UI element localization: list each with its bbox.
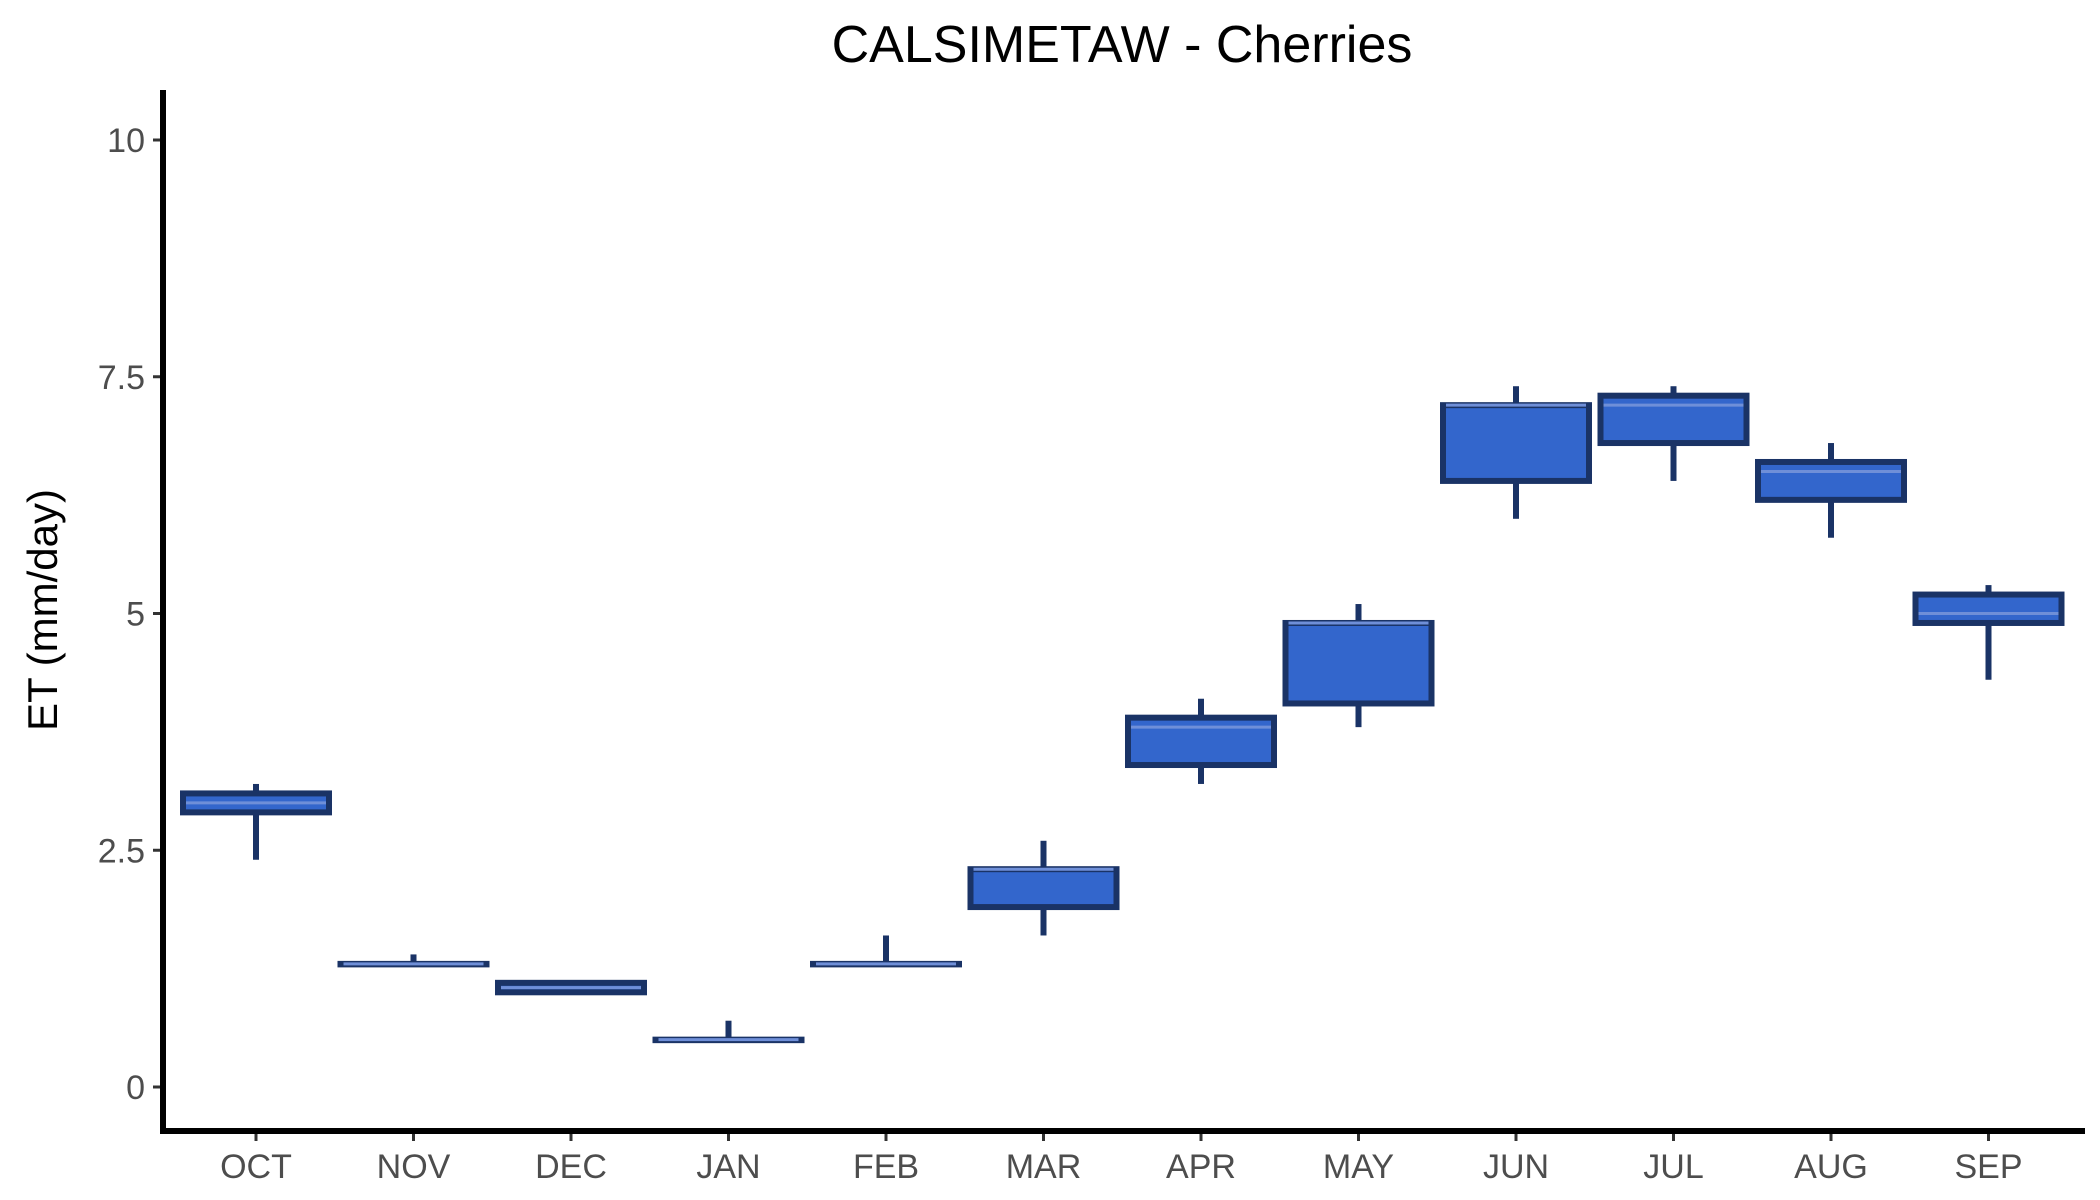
x-tick-label: MAY [1323,1148,1394,1186]
box-mar [967,840,1120,936]
y-tick-label: 2.5 [98,832,145,870]
box-body [1440,402,1592,484]
x-axis-ticks: OCT NOV DEC JAN FEB MAR APR MAY JUN JUL AUG SEP [220,1131,2023,1186]
box-body [1125,714,1277,769]
y-tick-label: 10 [107,122,145,160]
box-jun [1440,386,1592,519]
box-may [1282,604,1435,728]
x-tick-label: OCT [220,1148,292,1186]
box-aug [1755,443,1907,538]
x-tick-label: DEC [535,1148,607,1186]
box-body [967,866,1120,911]
box-jan [652,1020,805,1044]
box-body [1755,458,1907,503]
box-jul [1597,386,1750,481]
box-body [1282,619,1435,707]
box-feb [810,935,962,968]
box-body [1597,392,1750,447]
x-tick-label: MAR [1006,1148,1082,1186]
x-tick-label: JUN [1483,1148,1549,1186]
chart-title: CALSIMETAW - Cherries [832,16,1413,74]
x-tick-label: AUG [1794,1148,1868,1186]
x-tick-label: FEB [853,1148,919,1186]
x-tick-label: SEP [1954,1148,2022,1186]
x-tick-label: JUL [1643,1148,1703,1186]
box-oct [180,783,332,860]
x-tick-label: NOV [377,1148,451,1186]
x-tick-label: APR [1166,1148,1236,1186]
y-tick-label: 7.5 [98,359,145,397]
box-series [180,386,2065,1044]
x-tick-label: JAN [696,1148,760,1186]
y-tick-label: 5 [126,596,145,634]
box-dec [495,979,647,996]
y-tick-label: 0 [126,1069,145,1107]
box-body [1912,591,2065,626]
box-nov [337,954,490,968]
y-axis-ticks: 0 2.5 5 7.5 10 [98,122,163,1107]
box-apr [1125,698,1277,784]
y-axis-label: ET (mm/day) [19,489,66,731]
box-sep [1912,585,2065,680]
